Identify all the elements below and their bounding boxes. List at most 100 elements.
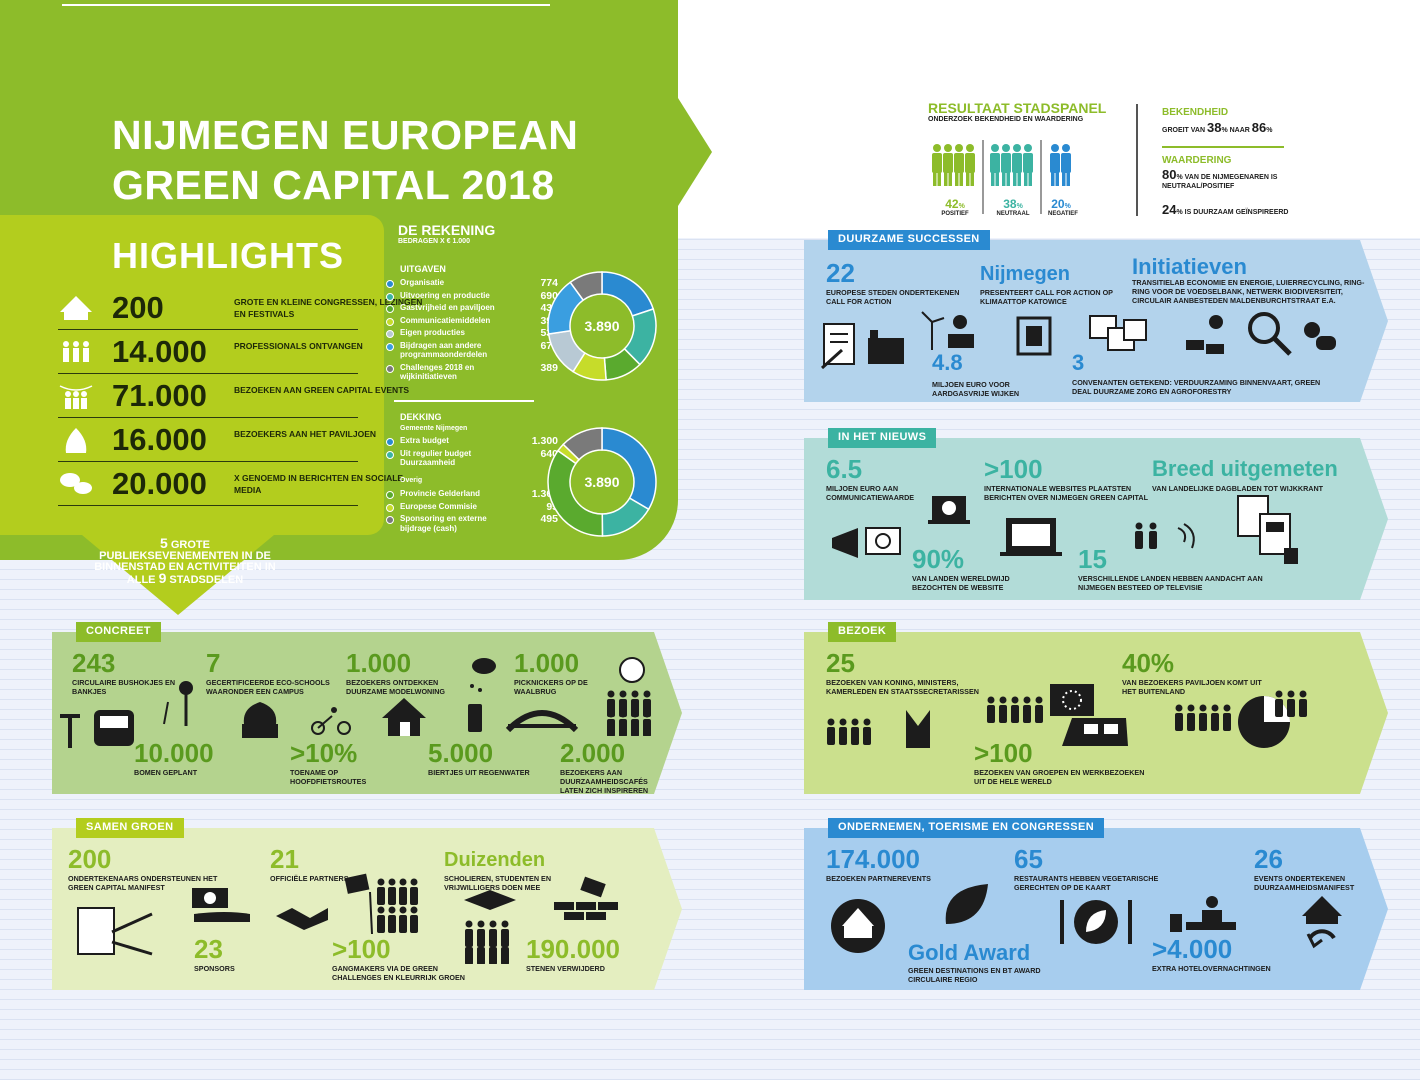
stat-value: Duizenden: [444, 849, 546, 871]
legend-label: Sponsoring en externe bijdrage (cash): [400, 514, 487, 533]
legend-item: Challenges 2018 en wijkinitiatieven 389: [386, 362, 558, 385]
legend-dot: [386, 292, 394, 301]
pavilion-recycle-icon: [1292, 894, 1352, 954]
stat-caption: BEZOEKERS AAN DUURZAAMHEIDSCAFÉS LATEN Z…: [560, 768, 649, 795]
stat-value: >4.000: [1152, 934, 1233, 964]
windmill-icon: [918, 308, 978, 352]
stat-caption: OFFICIËLE PARTNERS: [270, 874, 349, 883]
factory-icon: [866, 328, 906, 364]
legend-value: 495: [540, 513, 558, 525]
stat-caption: ONDERTEKENAARS ONDERSTEUNEN HET GREEN CA…: [68, 874, 218, 892]
stat-value: 65: [1014, 844, 1043, 874]
waardering-line2: 24% IS DUURZAAM GEÏNSPIREERD: [1162, 202, 1289, 217]
dekking-group1: Gemeente Nijmegen: [400, 425, 468, 432]
legend-label: Uitvoering en productie: [400, 290, 490, 300]
legend-label: Extra budget: [400, 436, 449, 445]
samen-panel: SAMEN GROEN 200 ONDERTEKENAARS ONDERSTEUNE…: [52, 818, 682, 990]
stadspanel-divider: [1136, 104, 1138, 216]
magnifier-icon: [1244, 308, 1294, 358]
legend-dot: [386, 516, 394, 524]
newspaper-icon: [1234, 492, 1310, 572]
legend-item: Europese Commisie 95: [386, 501, 558, 515]
highlight-row: 16.000 BEZOEKERS AAN HET PAVILJOEN: [58, 418, 376, 462]
legend-value: 95: [546, 500, 558, 513]
stat-caption: PICKNICKERS OP DE WAALBRUG: [514, 678, 588, 696]
pavilion-icon: [58, 426, 94, 454]
duurzaam-tag: DUURZAME SUCCESSEN: [828, 230, 990, 250]
highlight-number: 71.000: [112, 378, 207, 413]
laptop-icon: [928, 492, 974, 532]
highlight-text: X GENOEMD IN BERICHTEN EN SOCIALE MEDIA: [234, 473, 404, 495]
concreet-panel: CONCREET 243 CIRCULAIRE BUSHOKJES EN BANKJ…: [52, 622, 682, 795]
dekking-label: DEKKING: [400, 412, 442, 422]
legend-value: 774: [540, 277, 558, 289]
cyclist-icon: [310, 706, 354, 736]
legend-value: 690: [540, 289, 558, 302]
legend-dot: [386, 342, 394, 351]
hotel-bed-icon: [1168, 894, 1240, 934]
stat-value: >100: [332, 934, 391, 964]
legend-dot: [386, 317, 394, 326]
nieuws-panel: IN HET NIEUWS 6.5 MILJOEN EURO AAN COMMUNI…: [804, 428, 1388, 600]
concreet-tag: CONCREET: [76, 622, 161, 642]
stat-caption: EVENTS ONDERTEKENEN DUURZAAMHEIDSMANIFES…: [1254, 874, 1355, 892]
duurzaam-panel: DUURZAME SUCCESSEN 22 EUROPESE STEDEN ONDE…: [804, 230, 1388, 402]
stadspanel-pct: 42%: [945, 197, 965, 211]
legend-value: 389: [540, 361, 558, 374]
bekendheid-label: BEKENDHEID: [1162, 107, 1229, 118]
stat-caption: VAN LANDEN WERELDWIJD BEZOCHTEN DE WEBSI…: [912, 574, 1010, 592]
highlight-text: GROTE EN KLEINE CONGRESSEN, LEZINGEN EN …: [234, 297, 423, 319]
stat-caption: SPONSORS: [194, 964, 235, 973]
bezoek-panel: BEZOEK 25 BEZOEKEN VAN KONING, MINISTERS, …: [804, 622, 1388, 794]
legend-item: Communicatiemiddelen397: [386, 315, 558, 329]
legend-item: Uitvoering en productie 690: [386, 290, 558, 304]
highlights-title: HIGHLIGHTS: [112, 235, 344, 276]
bus-stop-icon: [58, 706, 138, 754]
stat-caption: VERSCHILLENDE LANDEN HEBBEN AANDACHT AAN…: [1078, 574, 1263, 592]
legend-label: Uit regulier budget Duurzaamheid: [400, 448, 472, 468]
stat-value: Gold Award: [908, 940, 1031, 965]
bricks-icon: [552, 876, 622, 924]
stat-caption: PRESENTEERT CALL FOR ACTION OP KLIMAATTO…: [980, 288, 1113, 306]
stat-value: 10.000: [134, 738, 214, 768]
highlight-row: 14.000 PROFESSIONALS ONTVANGEN: [58, 330, 363, 374]
house-icon: [380, 696, 430, 740]
stadspanel-pct: 38%: [1003, 197, 1023, 211]
stat-value: 3: [1072, 350, 1085, 375]
tent-icon: [58, 294, 94, 322]
donut-slice: [562, 427, 603, 461]
pie-people-icon: [1174, 690, 1322, 754]
stat-value: 174.000: [826, 844, 920, 874]
stat-caption: BIERTJES UIT REGENWATER: [428, 768, 530, 777]
samen-tag: SAMEN GROEN: [76, 818, 184, 838]
legend-label: Eigen producties: [400, 328, 465, 337]
stat-caption: CONVENANTEN GETEKEND: VERDUURZAMING BINN…: [1072, 378, 1321, 396]
page-title: NIJMEGEN EUROPEAN GREEN CAPITAL 2018: [112, 112, 579, 208]
stat-caption: BOMEN GEPLANT: [134, 768, 198, 777]
legend-dot: [386, 503, 394, 512]
waardering-label: WAARDERING: [1162, 155, 1232, 166]
bridge-icon: [505, 702, 579, 733]
legend-item: Uit regulier budget Duurzaamheid 640: [386, 448, 558, 471]
stat-value: 15: [1078, 544, 1107, 574]
stadspanel: RESULTAAT STADSPANEL ONDERZOEK BEKENDHEI…: [928, 100, 1288, 123]
stat-caption: EXTRA HOTELOVERNACHTINGEN: [1152, 964, 1271, 973]
bezoek-tag: BEZOEK: [828, 622, 897, 642]
stadspanel-pct: 20%: [1051, 197, 1071, 211]
highlight-number: 20.000: [112, 466, 207, 501]
stat-caption: TOENAME OP HOOFDFIETSROUTES: [290, 768, 367, 786]
stat-value: >10%: [290, 738, 358, 768]
legend-dot: [386, 305, 394, 313]
stadspanel-subtitle: ONDERZOEK BEKENDHEID EN WAARDERING: [928, 116, 1084, 123]
uitgaven-list: Organisatie 774 Uitvoering en productie 690…: [386, 277, 558, 385]
laptop-chat-icon: [1000, 514, 1064, 558]
legend-label: Bijdragen aan andere programmaonderdelen: [400, 340, 488, 360]
stat-value: 25: [826, 648, 855, 678]
stat-value: >100: [984, 454, 1043, 484]
stat-caption: GANGMAKERS VIA DE GREEN CHALLENGES EN KL…: [332, 964, 465, 982]
highlight-number: 200: [112, 290, 164, 325]
building-icon: [1012, 314, 1056, 358]
tree-planting-icon: [160, 680, 196, 730]
stat-value: 6.5: [826, 454, 863, 484]
stat-value: 7: [206, 648, 221, 678]
